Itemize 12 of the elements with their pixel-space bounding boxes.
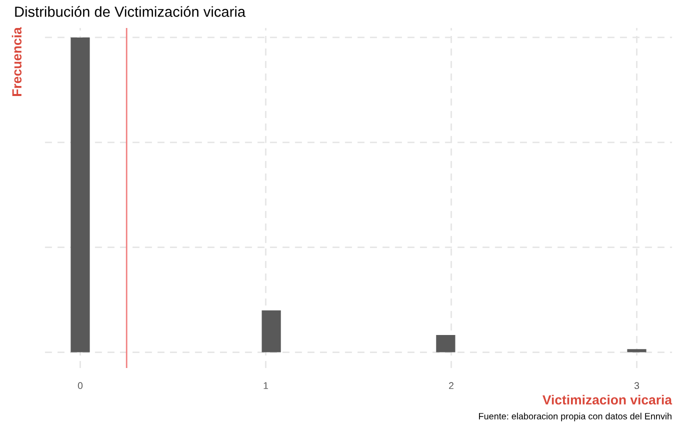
x-tick-label: 2: [449, 382, 454, 389]
x-tick-label: 1: [264, 382, 268, 389]
bar: [70, 37, 90, 352]
x-axis-title: Victimizacion vicaria: [542, 394, 672, 405]
x-tick-label: 0: [78, 382, 83, 390]
bar: [262, 310, 281, 352]
x-tick-label: 3: [634, 382, 640, 390]
bar: [436, 334, 456, 352]
chart-title: Distribución de Victimización vicaria: [15, 6, 246, 17]
source-note: Fuente: elaboracion propia con datos del Ennvih: [479, 412, 672, 422]
y-axis-title: Frecuencia: [12, 27, 22, 96]
bar: [627, 349, 646, 352]
